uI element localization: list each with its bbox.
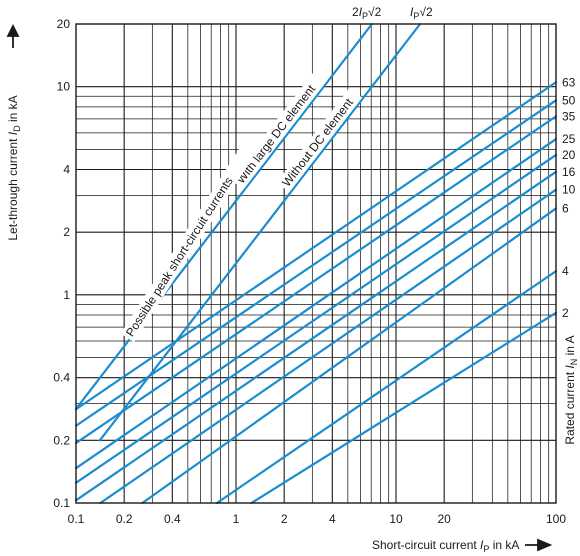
y-tick-label: 0.4 [53, 371, 70, 385]
y-axis-title: Let-through current ID in kA [6, 95, 22, 240]
rated-current-label-2: 2 [562, 306, 569, 320]
reference-line-2ip [74, 22, 374, 411]
x-axis-title-unit: in kA [489, 538, 519, 552]
rated-current-title-symbol: I [563, 365, 577, 369]
rated-current-title-sub: N [569, 359, 579, 366]
x-tick-label: 100 [546, 512, 566, 526]
series-line-6a [141, 207, 558, 505]
y-axis-title-sub: D [12, 125, 22, 132]
rated-current-label-50: 50 [562, 93, 576, 107]
y-tick-label: 0.1 [53, 496, 70, 510]
y-axis-arrow-icon [6, 23, 20, 48]
series-line-25a [74, 137, 558, 470]
rated-current-label-4: 4 [562, 264, 569, 278]
x-tick-label: 1 [233, 512, 240, 526]
rated-current-label-16: 16 [562, 165, 576, 179]
y-tick-label: 0.2 [53, 433, 70, 447]
y-axis-title-symbol: I [6, 131, 20, 135]
rated-current-label-6: 6 [562, 201, 569, 215]
rated-current-label-10: 10 [562, 183, 576, 197]
series-line-10a [99, 188, 558, 505]
peak-current-label-bg [120, 137, 260, 343]
without-dc-label-bg [276, 87, 363, 193]
x-axis-title-text: Short-circuit current [372, 538, 480, 552]
x-axis-arrow-icon [525, 538, 553, 552]
series-line-20a [74, 153, 558, 484]
y-axis-title-text: Let-through current [6, 135, 20, 240]
series-line-35a [74, 115, 558, 445]
svg-text:Rated current IN in A: Rated current IN in A [563, 335, 579, 444]
x-tick-label: 4 [329, 512, 336, 526]
reference-label-2ip: 2IP√2 [352, 5, 382, 21]
rated-current-label-35: 35 [562, 109, 576, 123]
rated-current-title-unit: in A [563, 335, 577, 358]
y-tick-label: 4 [63, 163, 70, 177]
x-tick-label: 2 [281, 512, 288, 526]
y-tick-label: 2 [63, 225, 70, 239]
y-axis-title-unit: in kA [6, 95, 20, 125]
x-tick-label: 0.2 [116, 512, 133, 526]
series-line-2a [250, 311, 558, 505]
x-axis-title: Short-circuit current IP in kA [372, 538, 519, 554]
rated-current-title-text: Rated current [563, 369, 577, 445]
series-line-63a [74, 81, 558, 411]
series-lines [74, 22, 558, 505]
rated-current-label-63: 63 [562, 75, 576, 89]
series-line-50a [74, 99, 558, 427]
x-tick-label: 20 [437, 512, 451, 526]
x-tick-label: 0.1 [68, 512, 85, 526]
series-line-4a [215, 270, 558, 505]
rated-current-label-25: 25 [562, 132, 576, 146]
x-tick-label: 10 [389, 512, 403, 526]
rated-current-title: Rated current IN in A [563, 335, 579, 444]
series-line-16a [74, 170, 558, 502]
x-axis-title-sub: P [483, 544, 489, 554]
svg-text:Let-through current ID in kA: Let-through current ID in kA [6, 95, 22, 240]
y-tick-label: 20 [57, 17, 71, 31]
tick-labels: 0.1 0.2 0.4 1 2 4 10 20 100 0.1 0.2 0.4 1 2 4 10 20 [53, 17, 566, 526]
reference-label-ip: IP√2 [410, 5, 433, 21]
rated-current-label-20: 20 [562, 148, 576, 162]
with-large-dc-label-bg [230, 69, 328, 190]
x-tick-label: 0.4 [164, 512, 181, 526]
x-axis-title-symbol: I [480, 538, 484, 552]
y-tick-label: 10 [57, 80, 71, 94]
reference-line-ip [98, 22, 422, 442]
plot-frame [75, 23, 557, 504]
y-tick-label: 1 [63, 288, 70, 302]
